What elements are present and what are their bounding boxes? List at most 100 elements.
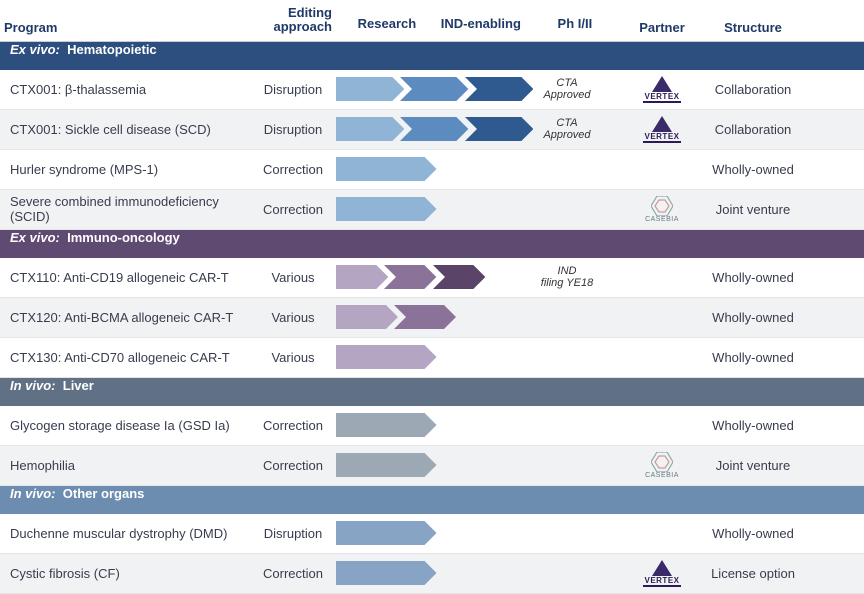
- editing-approach: Correction: [250, 554, 336, 593]
- editing-approach: Disruption: [250, 70, 336, 109]
- pipeline-progress: [336, 197, 433, 221]
- pipeline-progress: [336, 77, 529, 101]
- pipeline-cell: [336, 298, 626, 337]
- structure-cell: Wholly-owned: [698, 258, 808, 297]
- pipeline-cell: [336, 554, 626, 593]
- pipeline-progress: [336, 157, 433, 181]
- table-row: Severe combined immunodeficiency (SCID) …: [0, 190, 864, 230]
- program-name: CTX001: β-thalassemia: [0, 70, 250, 109]
- editing-approach: Various: [250, 258, 336, 297]
- col-program: Program: [0, 0, 250, 41]
- chevron-icon: [336, 305, 398, 329]
- pipeline-cell: [336, 190, 626, 229]
- status-note: CTAApproved: [532, 77, 602, 101]
- table-row: CTX001: Sickle cell disease (SCD) Disrup…: [0, 110, 864, 150]
- structure-cell: Wholly-owned: [698, 150, 808, 189]
- partner-logo-casebia: CASEBIA: [635, 450, 689, 480]
- program-name: CTX110: Anti-CD19 allogeneic CAR-T: [0, 258, 250, 297]
- structure-cell: Wholly-owned: [698, 338, 808, 377]
- pipeline-progress: [336, 305, 452, 329]
- chevron-icon: [400, 117, 468, 141]
- status-note: CTAApproved: [532, 117, 602, 141]
- col-structure: Structure: [698, 0, 808, 41]
- section-prefix: In vivo:: [10, 486, 56, 501]
- section-row: Ex vivo: Hematopoietic: [0, 42, 864, 70]
- status-note: INDfiling YE18: [532, 265, 602, 289]
- partner-logo-casebia: CASEBIA: [635, 194, 689, 224]
- chevron-icon: [465, 77, 533, 101]
- chevron-icon: [336, 413, 437, 437]
- header-row: Program Editing approach Research IND-en…: [0, 0, 864, 42]
- chevron-icon: [336, 77, 404, 101]
- partner-cell: CASEBIA: [626, 190, 698, 229]
- chevron-icon: [400, 77, 468, 101]
- partner-cell: [626, 150, 698, 189]
- table-row: CTX120: Anti-BCMA allogeneic CAR-T Vario…: [0, 298, 864, 338]
- pipeline-progress: [336, 265, 481, 289]
- pipeline-table: Program Editing approach Research IND-en…: [0, 0, 864, 594]
- partner-cell: [626, 406, 698, 445]
- chevron-icon: [336, 521, 437, 545]
- col-research: Research: [340, 16, 434, 35]
- table-row: CTX001: β-thalassemia Disruption CTAAppr…: [0, 70, 864, 110]
- chevron-icon: [433, 265, 485, 289]
- table-row: Hurler syndrome (MPS-1) Correction Wholl…: [0, 150, 864, 190]
- pipeline-cell: [336, 446, 626, 485]
- pipeline-progress: [336, 345, 433, 369]
- chevron-icon: [336, 561, 437, 585]
- structure-cell: Wholly-owned: [698, 406, 808, 445]
- pipeline-progress: [336, 453, 433, 477]
- table-row: Duchenne muscular dystrophy (DMD) Disrup…: [0, 514, 864, 554]
- chevron-icon: [336, 265, 388, 289]
- program-name: Hemophilia: [0, 446, 250, 485]
- chevron-icon: [336, 197, 437, 221]
- partner-cell: [626, 298, 698, 337]
- pipeline-cell: CTAApproved: [336, 70, 626, 109]
- editing-approach: Disruption: [250, 110, 336, 149]
- partner-logo-vertex: VERTEX: [635, 558, 689, 588]
- partner-cell: [626, 514, 698, 553]
- partner-cell: CASEBIA: [626, 446, 698, 485]
- section-title: Hematopoietic: [67, 42, 157, 57]
- table-row: Glycogen storage disease Ia (GSD Ia) Cor…: [0, 406, 864, 446]
- section-title: Immuno-oncology: [67, 230, 180, 245]
- section-prefix: In vivo:: [10, 378, 56, 393]
- chevron-icon: [336, 345, 437, 369]
- program-name: Severe combined immunodeficiency (SCID): [0, 190, 250, 229]
- section-title: Liver: [63, 378, 94, 393]
- section-title: Other organs: [63, 486, 145, 501]
- pipeline-cell: [336, 406, 626, 445]
- chevron-icon: [465, 117, 533, 141]
- editing-approach: Correction: [250, 406, 336, 445]
- program-name: Glycogen storage disease Ia (GSD Ia): [0, 406, 250, 445]
- editing-approach: Correction: [250, 190, 336, 229]
- structure-cell: Collaboration: [698, 110, 808, 149]
- editing-approach: Correction: [250, 446, 336, 485]
- editing-approach: Various: [250, 298, 336, 337]
- table-row: CTX130: Anti-CD70 allogeneic CAR-T Vario…: [0, 338, 864, 378]
- partner-cell: [626, 338, 698, 377]
- chevron-icon: [336, 453, 437, 477]
- table-row: Cystic fibrosis (CF) Correction VERTEX L…: [0, 554, 864, 594]
- program-name: Duchenne muscular dystrophy (DMD): [0, 514, 250, 553]
- chevron-icon: [336, 117, 404, 141]
- editing-approach: Disruption: [250, 514, 336, 553]
- program-name: Hurler syndrome (MPS-1): [0, 150, 250, 189]
- pipeline-cell: [336, 514, 626, 553]
- chevron-icon: [336, 157, 437, 181]
- section-prefix: Ex vivo:: [10, 230, 60, 245]
- structure-cell: Joint venture: [698, 190, 808, 229]
- structure-cell: Wholly-owned: [698, 514, 808, 553]
- pipeline-progress: [336, 561, 433, 585]
- structure-cell: Collaboration: [698, 70, 808, 109]
- pipeline-progress: [336, 413, 433, 437]
- structure-cell: Wholly-owned: [698, 298, 808, 337]
- section-row: Ex vivo: Immuno-oncology: [0, 230, 864, 258]
- col-ph: Ph I/II: [528, 16, 622, 35]
- section-prefix: Ex vivo:: [10, 42, 60, 57]
- program-name: Cystic fibrosis (CF): [0, 554, 250, 593]
- editing-approach: Various: [250, 338, 336, 377]
- pipeline-cell: INDfiling YE18: [336, 258, 626, 297]
- editing-approach: Correction: [250, 150, 336, 189]
- pipeline-progress: [336, 117, 529, 141]
